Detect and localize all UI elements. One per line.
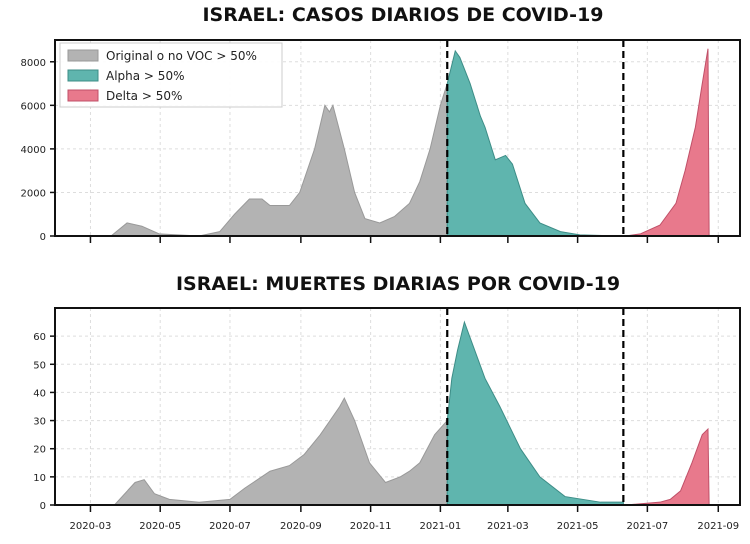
legend-label-alpha: Alpha > 50% <box>106 69 184 83</box>
area-alpha <box>446 320 624 506</box>
area-delta <box>625 427 710 506</box>
x-tick-label: 2020-05 <box>139 521 181 532</box>
y-tick-label: 8000 <box>21 58 46 69</box>
x-tick-label: 2020-03 <box>70 521 112 532</box>
y-tick-label: 30 <box>33 417 46 428</box>
x-tick-label: 2020-09 <box>280 521 322 532</box>
area-original <box>113 396 448 506</box>
cases-plot: 0 2000 4000 6000 8000 <box>21 39 741 243</box>
y-tick-label: 6000 <box>21 101 46 112</box>
x-tick-label: 2021-05 <box>557 521 599 532</box>
x-tick-label: 2021-03 <box>487 521 529 532</box>
legend-label-delta: Delta > 50% <box>106 89 182 103</box>
x-tick-label: 2020-11 <box>350 521 392 532</box>
area-alpha <box>446 49 624 237</box>
legend-label-original: Original o no VOC > 50% <box>106 49 257 63</box>
x-tick-label: 2021-07 <box>626 521 668 532</box>
x-tick-label: 2021-09 <box>697 521 739 532</box>
y-tick-label: 4000 <box>21 145 46 156</box>
y-tick-label: 20 <box>33 445 46 456</box>
chart-title-cases: ISRAEL: CASOS DIARIOS DE COVID-19 <box>202 4 603 26</box>
chart-title-deaths: ISRAEL: MUERTES DIARIAS POR COVID-19 <box>176 273 620 295</box>
y-tick-label: 2000 <box>21 188 46 199</box>
area-delta <box>625 48 710 237</box>
y-tick-label: 50 <box>33 360 46 371</box>
y-tick-label: 60 <box>33 332 46 343</box>
x-tick-label: 2021-01 <box>419 521 461 532</box>
plot-frame <box>54 39 741 237</box>
legend: Original o no VOC > 50% Alpha > 50% Delt… <box>59 42 283 108</box>
plot-frame <box>54 307 741 506</box>
x-tick-label: 2020-07 <box>209 521 251 532</box>
y-tick-label: 0 <box>40 501 46 512</box>
y-tick-label: 0 <box>40 232 46 243</box>
deaths-plot: 0 10 20 30 40 50 60 2020-03 2020-05 2020-07 2020-0… <box>33 307 741 532</box>
y-tick-label: 40 <box>33 388 46 399</box>
legend-swatch-delta <box>67 89 99 102</box>
legend-swatch-original <box>67 49 99 62</box>
legend-swatch-alpha <box>67 69 99 82</box>
area-original <box>109 83 448 237</box>
y-tick-label: 10 <box>33 473 46 484</box>
